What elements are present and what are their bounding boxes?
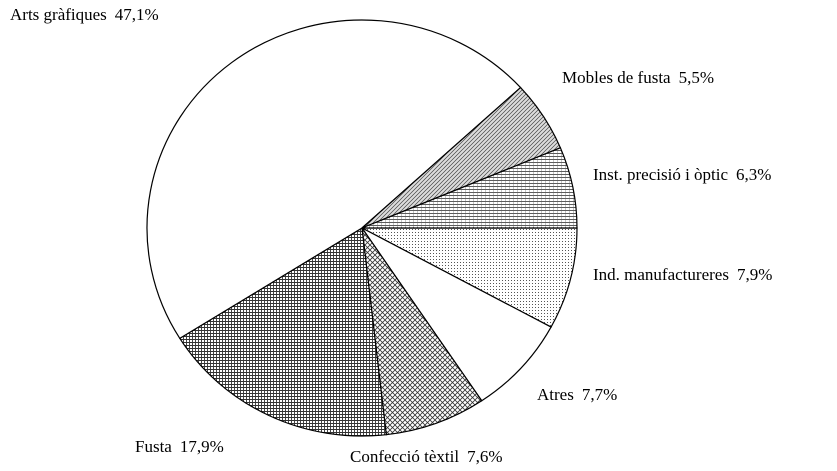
slice-label: Inst. precisió i òptic 6,3% — [593, 165, 771, 184]
category-label: Arts gràfiques — [10, 5, 107, 24]
pie — [146, 19, 578, 437]
wedge — [361, 227, 483, 436]
category-label: Fusta — [135, 437, 172, 456]
slice-label: Mobles de fusta 5,5% — [562, 68, 714, 87]
category-label: Atres — [537, 385, 574, 404]
value-label: 5,5% — [679, 68, 714, 87]
slice-label: Confecció tèxtil 7,6% — [350, 447, 502, 466]
slice-label: Fusta 17,9% — [135, 437, 224, 456]
value-label: 47,1% — [115, 5, 159, 24]
slice-label: Atres 7,7% — [537, 385, 617, 404]
value-label: 6,3% — [736, 165, 771, 184]
wedge — [361, 227, 578, 328]
wedge — [178, 227, 387, 437]
wedge — [146, 19, 522, 340]
category-label: Inst. precisió i òptic — [593, 165, 728, 184]
value-label: 7,6% — [467, 447, 502, 466]
value-label: 7,7% — [582, 385, 617, 404]
wedge — [361, 227, 552, 402]
category-label: Ind. manufactureres — [593, 265, 729, 284]
value-label: 17,9% — [180, 437, 224, 456]
value-label: 7,9% — [737, 265, 772, 284]
category-label: Confecció tèxtil — [350, 447, 459, 466]
slice-label: Arts gràfiques 47,1% — [10, 5, 159, 24]
wedge — [361, 147, 578, 229]
category-label: Mobles de fusta — [562, 68, 671, 87]
labels: Ind. manufactureres 7,9% Atres 7,7% Confecci… — [10, 5, 772, 466]
slice-label: Ind. manufactureres 7,9% — [593, 265, 772, 284]
